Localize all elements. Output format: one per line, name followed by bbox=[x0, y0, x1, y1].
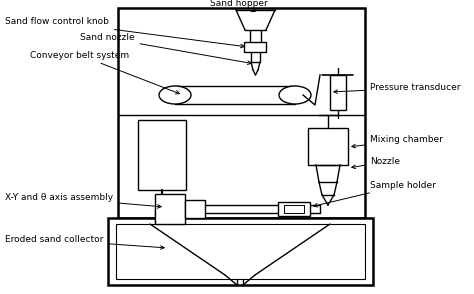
Bar bbox=[278, 202, 310, 216]
Bar bbox=[185, 200, 205, 218]
Bar bbox=[138, 120, 186, 190]
Text: Pressure transducer: Pressure transducer bbox=[334, 83, 461, 93]
Text: Eroded sand collector: Eroded sand collector bbox=[5, 235, 164, 249]
Bar bbox=[155, 194, 185, 224]
Bar bbox=[308, 128, 348, 165]
Bar bbox=[244, 42, 266, 52]
Ellipse shape bbox=[159, 86, 191, 104]
Text: Sand hopper: Sand hopper bbox=[210, 0, 268, 12]
Bar bbox=[108, 218, 373, 285]
Text: Sand flow control knob: Sand flow control knob bbox=[5, 18, 244, 48]
Text: Nozzle: Nozzle bbox=[352, 158, 400, 168]
Ellipse shape bbox=[279, 86, 311, 104]
Bar bbox=[284, 205, 304, 213]
Bar bbox=[118, 8, 365, 218]
Text: Conveyor belt system: Conveyor belt system bbox=[30, 51, 179, 94]
Text: X-Y and θ axis assembly: X-Y and θ axis assembly bbox=[5, 193, 161, 208]
Bar bbox=[116, 224, 365, 279]
Text: Mixing chamber: Mixing chamber bbox=[352, 136, 443, 148]
Text: Sand nozzle: Sand nozzle bbox=[80, 34, 251, 64]
Bar bbox=[330, 75, 346, 110]
Text: Sample holder: Sample holder bbox=[314, 181, 436, 207]
Bar bbox=[155, 210, 170, 222]
